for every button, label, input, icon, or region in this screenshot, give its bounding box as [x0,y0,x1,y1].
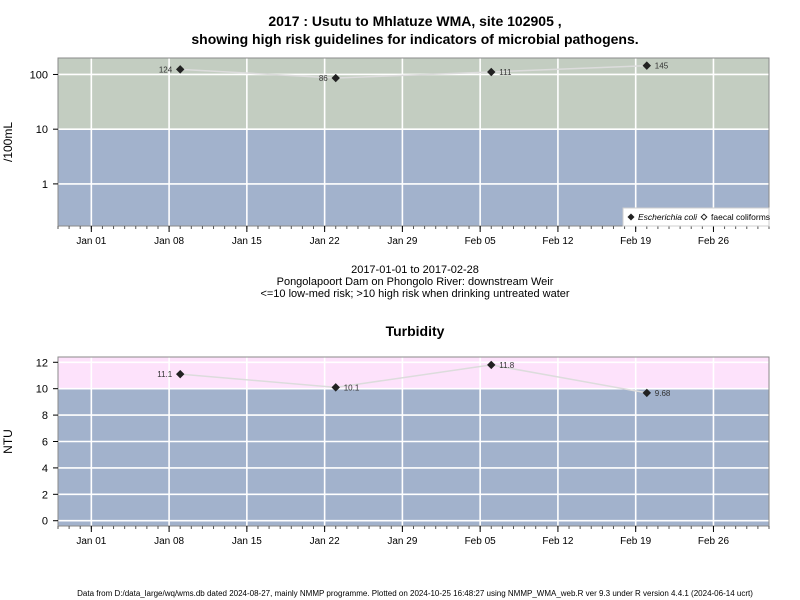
ecoli-data-point [487,67,496,77]
turbidity-xtick-label: Jan 22 [310,536,340,547]
ecoli-series-line [180,64,647,79]
turbidity-ytick-label: 0 [42,516,48,528]
site-description: Pongolapoort Dam on Phongolo River: down… [276,276,554,288]
turbidity-xtick-label: Feb 05 [465,536,497,547]
ecoli-data-label: 124 [159,65,173,74]
ecoli-xtick-label: Jan 01 [76,236,106,247]
turbidity-ytick-label: 12 [36,357,48,369]
ecoli-xtick-label: Jan 29 [387,236,417,247]
ecoli-xtick-label: Feb 19 [620,236,652,247]
ecoli-xtick-label: Feb 26 [698,236,730,247]
turbidity-ytick-label: 4 [42,463,48,475]
ecoli-data-point [642,61,652,70]
turbidity-xtick-label: Jan 08 [154,536,184,547]
turbidity-ytick-label: 8 [42,410,48,422]
ecoli-legend-marker [627,213,635,221]
turbidity-data-point [487,360,496,370]
turbidity-data-label: 11.1 [157,370,173,379]
ecoli-ytick-label: 100 [30,69,48,81]
turbidity-ytick-label: 2 [42,489,48,501]
turbidity-data-label: 11.8 [499,361,515,370]
ecoli-legend-marker [700,213,708,221]
ecoli-xtick-label: Jan 22 [310,236,340,247]
chart-title-line2: showing high risk guidelines for indicat… [191,31,639,47]
turbidity-xtick-label: Feb 19 [620,536,652,547]
risk-note: <=10 low-med risk; >10 high risk when dr… [260,288,570,300]
turbidity-xtick-label: Jan 01 [76,536,106,547]
chart-title-line1: 2017 : Usutu to Mhlatuze WMA, site 10290… [268,13,562,29]
ecoli-xtick-label: Jan 08 [154,236,184,247]
turbidity-data-point [175,369,185,379]
ecoli-data-label: 86 [319,74,328,83]
ecoli-high-risk-band [58,58,769,130]
turbidity-data-point [642,388,652,398]
turbidity-series-line [180,364,647,394]
ecoli-data-label: 111 [499,68,512,77]
ecoli-ytick-label: 10 [36,124,48,136]
ecoli-data-label: 145 [655,62,669,71]
turbidity-ytick-label: 6 [42,437,48,449]
turbidity-data-label: 10.1 [344,383,360,392]
footer-note: Data from D:/data_large/wq/wms.db dated … [77,589,753,598]
ecoli-legend-label: Escherichia coli [638,212,698,222]
turbidity-low-risk-band [58,388,769,526]
turbidity-xtick-label: Jan 15 [232,536,262,547]
turbidity-data-point [331,383,340,392]
turbidity-ylabel: NTU [1,429,15,454]
date-range: 2017-01-01 to 2017-02-28 [351,264,479,276]
ecoli-data-point [331,73,340,83]
ecoli-xtick-label: Feb 05 [465,236,497,247]
turbidity-data-label: 9.68 [655,389,671,398]
ecoli-data-point [175,65,185,74]
turbidity-title: Turbidity [385,323,445,339]
ecoli-ylabel: /100mL [1,122,15,162]
turbidity-xtick-label: Feb 26 [698,536,730,547]
ecoli-legend-box [622,207,770,227]
ecoli-xtick-label: Feb 12 [542,236,574,247]
ecoli-ytick-label: 1 [42,179,48,191]
ecoli-legend-label: faecal coliforms [711,212,770,222]
ecoli-xtick-label: Jan 15 [232,236,262,247]
turbidity-xtick-label: Jan 29 [387,536,417,547]
turbidity-ytick-label: 10 [36,384,48,396]
turbidity-xtick-label: Feb 12 [542,536,574,547]
